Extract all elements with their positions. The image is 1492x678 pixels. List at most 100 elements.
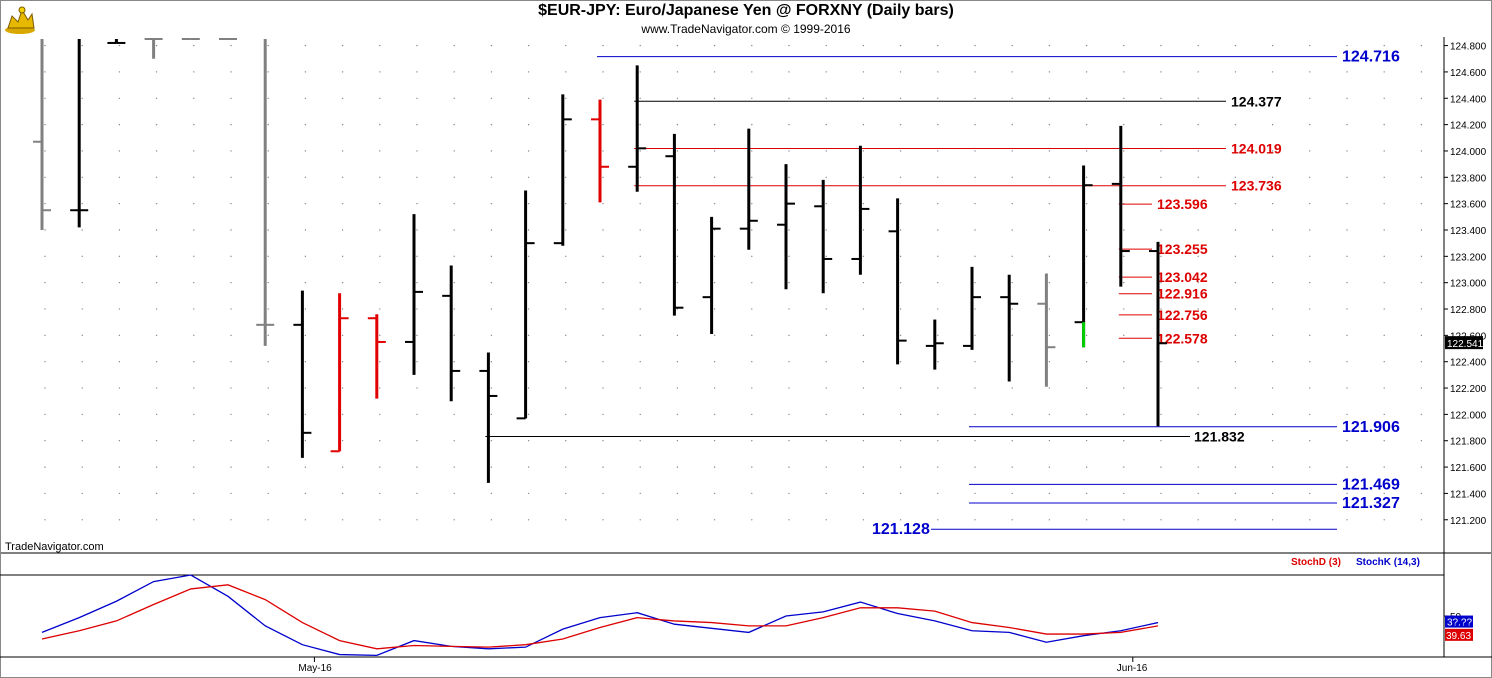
grid-dot bbox=[453, 413, 455, 416]
grid-dot bbox=[1234, 150, 1237, 152]
ohlc-bar bbox=[107, 39, 126, 44]
grid-dot bbox=[1383, 387, 1385, 389]
grid-dot bbox=[304, 361, 307, 363]
grid-dot bbox=[453, 97, 455, 99]
grid-dot bbox=[527, 202, 530, 205]
grid-dot bbox=[44, 308, 46, 310]
grid-dot bbox=[379, 255, 381, 258]
grid-dot bbox=[937, 255, 939, 258]
grid-dot bbox=[341, 387, 344, 389]
grid-dot bbox=[1420, 176, 1423, 179]
grid-dot bbox=[602, 44, 604, 47]
y-tick-label: 123.200 bbox=[1450, 252, 1487, 263]
x-tick-label: May-16 bbox=[298, 663, 332, 674]
grid-dot bbox=[602, 308, 604, 310]
grid-dot bbox=[44, 440, 46, 442]
grid-dot bbox=[44, 387, 46, 389]
grid-dot bbox=[155, 255, 158, 258]
grid-dot bbox=[453, 202, 455, 205]
grid-dot bbox=[341, 361, 344, 363]
grid-dot bbox=[1160, 413, 1162, 416]
grid-dot bbox=[490, 281, 493, 284]
grid-dot bbox=[1123, 97, 1125, 99]
grid-dot bbox=[341, 150, 344, 152]
grid-dot bbox=[267, 44, 269, 47]
grid-dot bbox=[193, 440, 195, 442]
grid-dot bbox=[416, 150, 418, 152]
grid-dot bbox=[1271, 229, 1274, 231]
grid-dot bbox=[527, 229, 530, 231]
grid-dot bbox=[1160, 387, 1162, 389]
grid-dot bbox=[453, 387, 455, 389]
ohlc-bar bbox=[925, 319, 944, 370]
grid-dot bbox=[602, 255, 604, 258]
grid-dot bbox=[565, 387, 567, 389]
grid-dot bbox=[1383, 440, 1385, 442]
grid-dot bbox=[1160, 334, 1162, 337]
grid-dot bbox=[676, 281, 679, 284]
ohlc-bar bbox=[442, 265, 461, 402]
grid-dot bbox=[118, 123, 121, 126]
grid-dot bbox=[751, 202, 753, 205]
grid-dot bbox=[118, 334, 121, 337]
grid-dot bbox=[788, 334, 790, 337]
grid-dot bbox=[1309, 71, 1311, 73]
grid-dot bbox=[565, 255, 567, 258]
grid-dot bbox=[565, 281, 567, 284]
grid-dot bbox=[155, 440, 158, 442]
legend-stochD: StochD (3) bbox=[1291, 557, 1341, 568]
grid-dot bbox=[527, 281, 530, 284]
grid-dot bbox=[490, 123, 493, 126]
grid-dot bbox=[602, 466, 604, 468]
grid-dot bbox=[267, 71, 269, 73]
grid-dot bbox=[1048, 308, 1051, 310]
grid-dot bbox=[379, 492, 381, 495]
grid-dot bbox=[1420, 334, 1423, 337]
grid-dot bbox=[639, 123, 641, 126]
grid-dot bbox=[639, 44, 641, 47]
grid-dot bbox=[639, 308, 641, 310]
grid-dot bbox=[639, 255, 641, 258]
grid-dot bbox=[713, 202, 716, 205]
grid-dot bbox=[1309, 466, 1311, 468]
grid-dot bbox=[1383, 334, 1385, 337]
grid-dot bbox=[304, 202, 307, 205]
grid-dot bbox=[527, 308, 530, 310]
grid-dot bbox=[676, 202, 679, 205]
grid-dot bbox=[937, 229, 939, 231]
grid-dot bbox=[788, 440, 790, 442]
grid-dot bbox=[1383, 44, 1385, 47]
grid-dot bbox=[862, 255, 865, 258]
grid-dot bbox=[1160, 281, 1162, 284]
grid-dot bbox=[1085, 123, 1088, 126]
grid-dot bbox=[230, 44, 232, 47]
grid-dot bbox=[899, 308, 902, 310]
grid-dot bbox=[1346, 229, 1348, 231]
grid-dot bbox=[1234, 255, 1237, 258]
grid-dot bbox=[974, 176, 976, 179]
grid-dot bbox=[1048, 44, 1051, 47]
grid-dot bbox=[341, 255, 344, 258]
grid-dot bbox=[751, 413, 753, 416]
grid-dot bbox=[1309, 413, 1311, 416]
grid-dot bbox=[1011, 281, 1013, 284]
grid-dot bbox=[118, 308, 121, 310]
grid-dot bbox=[1085, 255, 1088, 258]
grid-dot bbox=[639, 150, 641, 152]
grid-dot bbox=[1420, 281, 1423, 284]
ohlc-bar bbox=[553, 94, 572, 246]
grid-dot bbox=[1085, 387, 1088, 389]
grid-dot bbox=[639, 519, 641, 521]
grid-dot bbox=[490, 387, 493, 389]
grid-dot bbox=[1160, 97, 1162, 99]
grid-dot bbox=[899, 361, 902, 363]
grid-dot bbox=[974, 202, 976, 205]
grid-dot bbox=[899, 150, 902, 152]
grid-dot bbox=[899, 123, 902, 126]
grid-dot bbox=[1011, 387, 1013, 389]
grid-dot bbox=[1011, 255, 1013, 258]
grid-dot bbox=[1160, 519, 1162, 521]
grid-dot bbox=[453, 334, 455, 337]
grid-dot bbox=[862, 440, 865, 442]
grid-dot bbox=[230, 71, 232, 73]
